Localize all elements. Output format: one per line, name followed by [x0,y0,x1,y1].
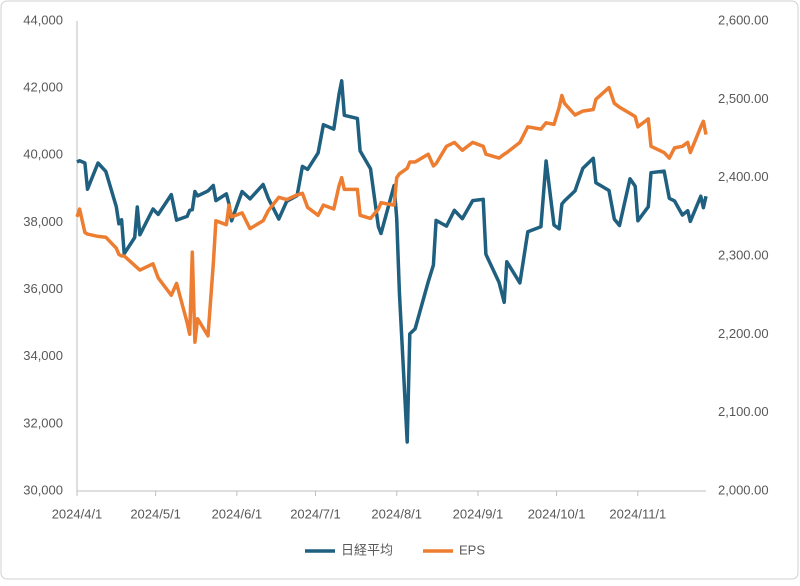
x-tick-label: 2024/10/1 [528,506,586,521]
legend-label: EPS [459,542,485,557]
series-line [76,79,708,444]
legend-label: 日経平均 [341,542,393,557]
y-tick-label: 34,000 [23,348,63,363]
y2-tick-label: 2,500.00 [718,91,769,106]
y-tick-label: 38,000 [23,214,63,229]
x-tick-label: 2024/5/1 [130,506,181,521]
y-tick-label: 40,000 [23,147,63,162]
y2-tick-label: 2,600.00 [718,12,769,27]
x-tick-label: 2024/7/1 [290,506,341,521]
x-tick-label: 2024/4/1 [52,506,103,521]
x-tick-label: 2024/9/1 [453,506,504,521]
y2-tick-label: 2,400.00 [718,169,769,184]
x-tick-label: 2024/11/1 [609,506,666,521]
y-tick-label: 30,000 [23,482,63,497]
y-tick-label: 32,000 [23,415,63,430]
y2-tick-label: 2,300.00 [718,247,769,262]
y2-tick-label: 2,000.00 [718,482,769,497]
y-tick-label: 44,000 [23,12,63,27]
y-tick-label: 42,000 [23,80,63,95]
x-tick-label: 2024/8/1 [371,506,422,521]
y2-tick-label: 2,100.00 [718,404,769,419]
y-tick-label: 36,000 [23,281,63,296]
x-tick-label: 2024/6/1 [212,506,263,521]
series-line [75,85,708,344]
y2-tick-label: 2,200.00 [718,326,769,341]
